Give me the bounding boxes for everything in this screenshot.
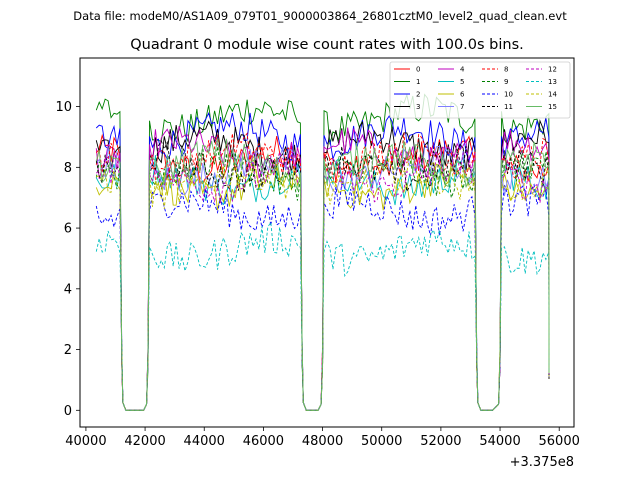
legend-label-5: 5 [460, 78, 464, 86]
legend-label-1: 1 [416, 78, 420, 86]
y-tick-label: 0 [64, 404, 72, 419]
series-line-9 [95, 146, 550, 411]
axes-frame [79, 57, 575, 428]
y-tick-label: 4 [64, 282, 72, 297]
x-tick-label: 50000 [361, 434, 402, 449]
legend-label-4: 4 [460, 66, 465, 74]
y-tick-label: 10 [55, 100, 72, 115]
legend-label-9: 9 [504, 78, 508, 86]
legend-label-8: 8 [504, 66, 508, 74]
y-tick-label: 6 [64, 222, 72, 237]
chart-title: Quadrant 0 module wise count rates with … [130, 37, 524, 53]
x-tick-label: 56000 [539, 434, 580, 449]
x-tick-label: 54000 [479, 434, 520, 449]
x-tick-label: 52000 [420, 434, 461, 449]
series-line-13 [95, 221, 550, 411]
series-line-10 [95, 182, 550, 411]
legend-label-3: 3 [416, 103, 420, 111]
y-tick-label: 8 [64, 161, 72, 176]
series-line-8 [95, 132, 550, 411]
legend-label-12: 12 [548, 66, 557, 74]
legend-label-0: 0 [416, 66, 420, 74]
legend-label-2: 2 [416, 91, 420, 99]
legend-label-13: 13 [548, 78, 557, 86]
legend-label-10: 10 [504, 91, 513, 99]
legend-label-14: 14 [548, 91, 557, 99]
y-tick-label: 2 [64, 343, 72, 358]
series-line-15 [95, 138, 550, 411]
x-tick-label: 42000 [124, 434, 165, 449]
x-tick-label: 46000 [243, 434, 284, 449]
x-tick-label: 44000 [184, 434, 225, 449]
legend-label-6: 6 [460, 91, 465, 99]
legend-label-15: 15 [548, 103, 557, 111]
plot-lines [95, 93, 550, 411]
x-axis-offset-label: +3.375e8 [510, 455, 574, 470]
y-axis-ticks: 0 2 4 6 8 10 [55, 100, 80, 419]
figure-suptitle: Data file: modeM0/AS1A09_079T01_90000038… [73, 9, 567, 23]
series-line-2 [95, 112, 550, 411]
x-tick-label: 40000 [65, 434, 106, 449]
x-tick-label: 48000 [302, 434, 343, 449]
legend-label-7: 7 [460, 103, 464, 111]
x-axis-ticks: 40000 42000 44000 46000 48000 50000 52000 54000… [65, 427, 580, 449]
legend-frame [389, 61, 571, 119]
legend-label-11: 11 [504, 103, 513, 111]
series-line-4 [95, 125, 550, 411]
